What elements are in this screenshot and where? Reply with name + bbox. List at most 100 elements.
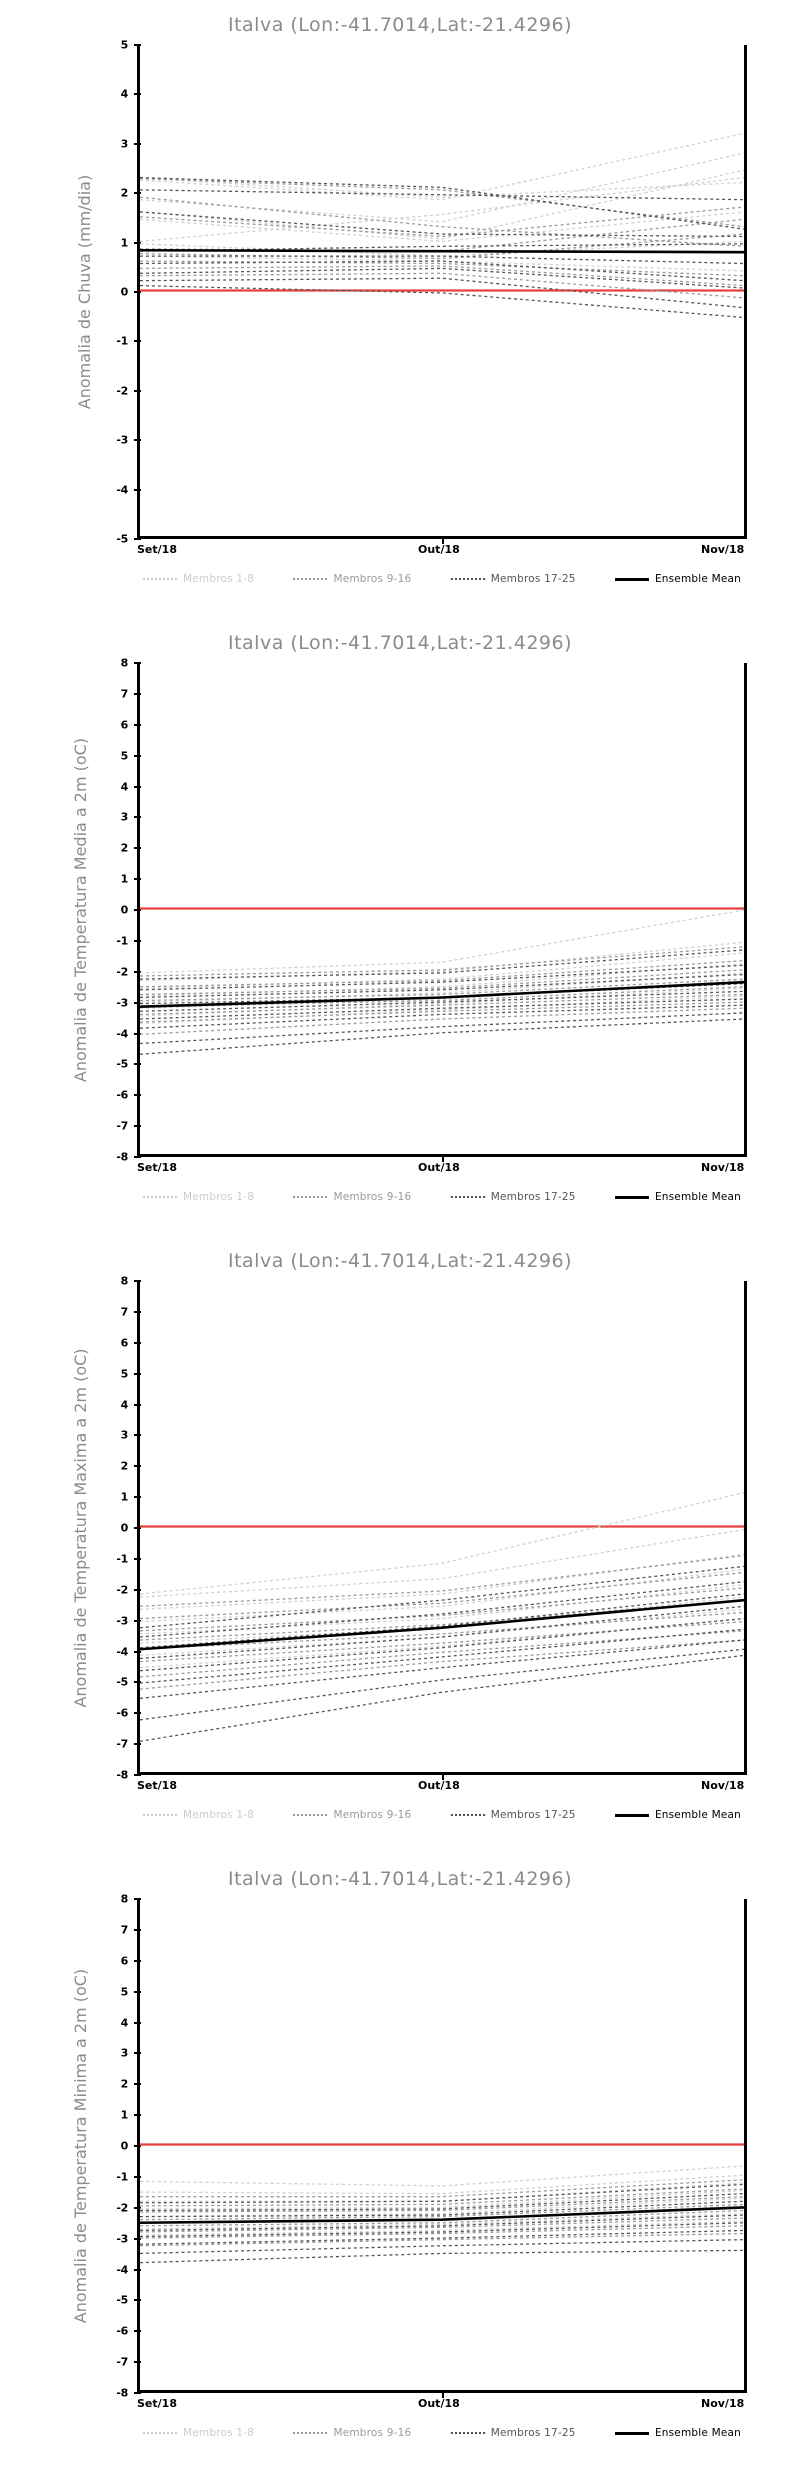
series-line xyxy=(140,255,744,272)
legend-swatch-icon xyxy=(293,578,328,580)
x-axis-tick-label: Set/18 xyxy=(137,1161,177,1174)
legend-swatch-icon xyxy=(450,2432,485,2434)
legend-swatch-icon xyxy=(450,578,485,580)
chart-legend: Membros 1-8 Membros 9-16 Membros 17-25 Ense… xyxy=(137,1804,747,1826)
series-line xyxy=(140,1617,744,1672)
series-line xyxy=(140,1639,744,1699)
series-line xyxy=(140,176,744,230)
legend-item-label: Membros 1-8 xyxy=(183,573,255,585)
y-axis-tick-label: 0 xyxy=(120,285,129,299)
legend-item[interactable]: Membros 9-16 xyxy=(293,1191,411,1203)
series-line xyxy=(140,1581,744,1638)
series-line xyxy=(140,2249,744,2264)
y-axis-tick-label: -4 xyxy=(116,1027,128,1040)
series-line xyxy=(140,176,744,243)
y-axis-tick-label: -3 xyxy=(116,2232,128,2246)
series-line xyxy=(140,946,744,977)
x-axis-tick-label: Out/18 xyxy=(418,2397,460,2410)
legend-swatch-icon xyxy=(614,577,649,581)
legend-item-label: Membros 17-25 xyxy=(490,573,576,585)
series-line xyxy=(140,248,744,254)
legend-item-label: Ensemble Mean xyxy=(654,573,741,585)
series-line xyxy=(140,152,744,223)
y-axis-tick-label: 1 xyxy=(120,872,129,886)
chart-legend: Membros 1-8 Membros 9-16 Membros 17-25 Ense… xyxy=(137,2422,747,2444)
y-axis-tick-label: 3 xyxy=(120,137,129,151)
legend-item[interactable]: Membros 9-16 xyxy=(293,1809,411,1821)
series-line xyxy=(140,211,744,243)
y-axis-tick-label: -1 xyxy=(116,934,128,948)
y-axis-tick-label: 1 xyxy=(120,2108,129,2122)
y-axis-tick-label: 4 xyxy=(120,780,129,793)
x-axis-tick-mark xyxy=(442,1154,444,1162)
panel-title: Italva (Lon:-41.7014,Lat:-21.4296) xyxy=(227,632,573,654)
y-axis-tick-label: -2 xyxy=(116,2201,128,2215)
y-axis-tick-label: -3 xyxy=(116,1614,128,1628)
legend-item[interactable]: Membros 17-25 xyxy=(450,1191,576,1203)
y-axis-tick-mark xyxy=(134,538,141,540)
legend-item[interactable]: Membros 1-8 xyxy=(143,2427,254,2439)
legend-item[interactable]: Ensemble Mean xyxy=(614,573,741,585)
legend-item[interactable]: Membros 17-25 xyxy=(450,573,576,585)
y-axis-tick-label: 3 xyxy=(120,1428,129,1442)
y-axis-tick-label: -4 xyxy=(116,483,128,497)
legend-item[interactable]: Ensemble Mean xyxy=(614,1809,741,1821)
series-line xyxy=(140,1654,744,1742)
legend-item[interactable]: Membros 9-16 xyxy=(293,2427,411,2439)
legend-item[interactable]: Membros 1-8 xyxy=(143,573,254,585)
plot-area xyxy=(137,1281,747,1775)
y-axis-tick-label: -2 xyxy=(116,965,128,979)
x-axis-tick-label: Nov/18 xyxy=(701,1161,745,1174)
y-axis-tick-label: 5 xyxy=(120,749,129,763)
x-axis-tick-mark xyxy=(442,536,444,544)
y-axis-tick-label: 0 xyxy=(120,1521,129,1535)
legend-item-label: Ensemble Mean xyxy=(654,1809,741,1821)
legend-item-label: Membros 1-8 xyxy=(183,1191,255,1203)
y-axis-tick-label: -7 xyxy=(116,1119,128,1133)
series-canvas xyxy=(140,663,744,1154)
y-axis-tick-label: 4 xyxy=(120,2016,129,2029)
plot-area xyxy=(137,1899,747,2393)
legend-swatch-icon xyxy=(450,1814,485,1816)
y-axis-tick-label: -5 xyxy=(116,1057,128,1071)
series-line xyxy=(140,1605,744,1660)
y-axis-tick-label: 4 xyxy=(120,1398,129,1411)
series-line xyxy=(140,1598,744,1651)
legend-item[interactable]: Membros 17-25 xyxy=(450,1809,576,1821)
legend-item-label: Membros 9-16 xyxy=(333,2427,412,2439)
legend-swatch-icon xyxy=(293,2432,328,2434)
legend-item[interactable]: Membros 1-8 xyxy=(143,1809,254,1821)
y-axis-tick-label: -6 xyxy=(116,1088,128,1102)
legend-item[interactable]: Membros 1-8 xyxy=(143,1191,254,1203)
y-axis-tick-label: 3 xyxy=(120,810,129,824)
y-axis-tick-label: -3 xyxy=(116,433,128,447)
y-axis-tick-label: 3 xyxy=(120,2046,129,2060)
y-axis-tick-label: -1 xyxy=(116,334,128,348)
series-line xyxy=(140,2206,744,2225)
x-axis-tick-mark xyxy=(442,2390,444,2398)
legend-item-label: Membros 9-16 xyxy=(333,1191,412,1203)
series-line xyxy=(140,1568,744,1623)
series-line xyxy=(140,277,744,309)
x-axis-tick-label: Out/18 xyxy=(418,1779,460,1792)
series-line xyxy=(140,265,744,287)
series-line xyxy=(140,132,744,201)
chart-panel-temp-media: Italva (Lon:-41.7014,Lat:-21.4296) Anomal… xyxy=(0,618,800,1236)
legend-item[interactable]: Membros 9-16 xyxy=(293,573,411,585)
series-line xyxy=(140,1630,744,1678)
legend-item[interactable]: Membros 17-25 xyxy=(450,2427,576,2439)
legend-item[interactable]: Ensemble Mean xyxy=(614,2427,741,2439)
panel-title: Italva (Lon:-41.7014,Lat:-21.4296) xyxy=(227,1868,573,1890)
y-axis-tick-label: 1 xyxy=(120,236,129,250)
y-axis-tick-label: -2 xyxy=(116,1583,128,1597)
series-line xyxy=(140,1492,744,1595)
series-line xyxy=(140,1648,744,1721)
legend-swatch-icon xyxy=(614,2431,649,2435)
series-line xyxy=(140,1608,744,1657)
y-axis-tick-label: -2 xyxy=(116,384,128,398)
x-axis-tick-label: Set/18 xyxy=(137,2397,177,2410)
legend-swatch-icon xyxy=(614,1195,649,1199)
legend-item[interactable]: Ensemble Mean xyxy=(614,1191,741,1203)
x-axis-tick-label: Out/18 xyxy=(418,1161,460,1174)
